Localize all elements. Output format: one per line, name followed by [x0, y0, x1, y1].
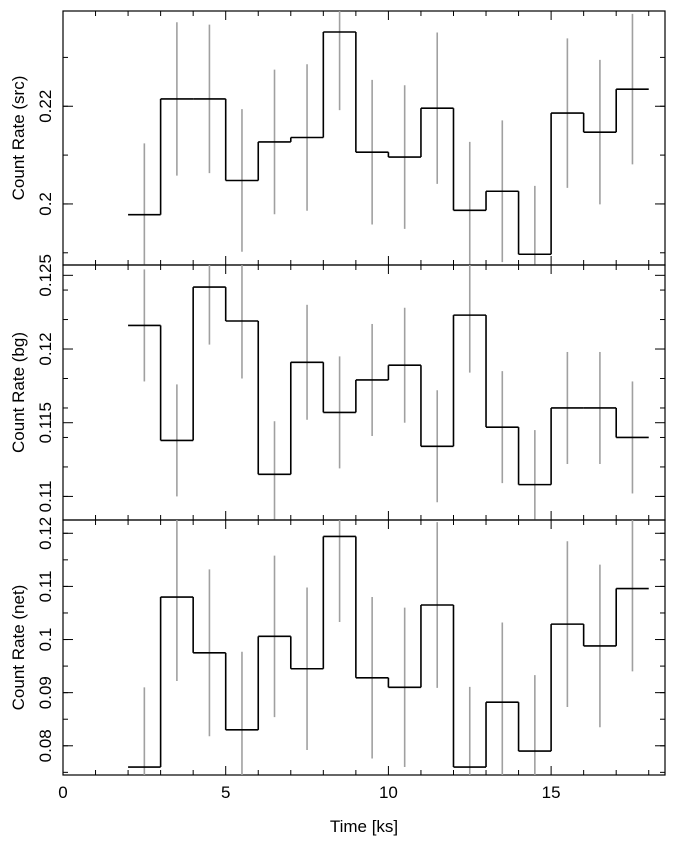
bg-y-tick-label: 0.125	[36, 254, 55, 297]
bg-y-tick-label: 0.11	[36, 481, 55, 513]
net-y-tick-label: 0.11	[36, 570, 55, 602]
net-y-tick-label: 0.12	[36, 517, 55, 550]
x-tick-label: 10	[379, 783, 398, 802]
net-panel-frame	[62, 519, 666, 776]
bg-y-tick-label: 0.115	[36, 402, 55, 443]
src-panel-frame	[62, 10, 666, 266]
bg-panel-frame	[62, 264, 666, 521]
src-y-tick-label: 0.2	[36, 192, 55, 216]
x-tick-label: 5	[221, 783, 230, 802]
net-y-axis-label: Count Rate (net)	[9, 585, 28, 711]
bg-y-axis-label: Count Rate (bg)	[9, 332, 28, 453]
x-axis-label: Time [ks]	[330, 817, 398, 836]
net-y-tick-label: 0.09	[36, 676, 55, 709]
x-tick-label: 15	[542, 783, 561, 802]
net-y-tick-label: 0.1	[36, 628, 55, 652]
bg-y-tick-label: 0.12	[36, 332, 55, 365]
net-y-tick-label: 0.08	[36, 729, 55, 762]
src-y-axis-label: Count Rate (src)	[9, 76, 28, 201]
x-tick-label: 0	[58, 783, 67, 802]
src-y-tick-label: 0.22	[36, 90, 55, 123]
